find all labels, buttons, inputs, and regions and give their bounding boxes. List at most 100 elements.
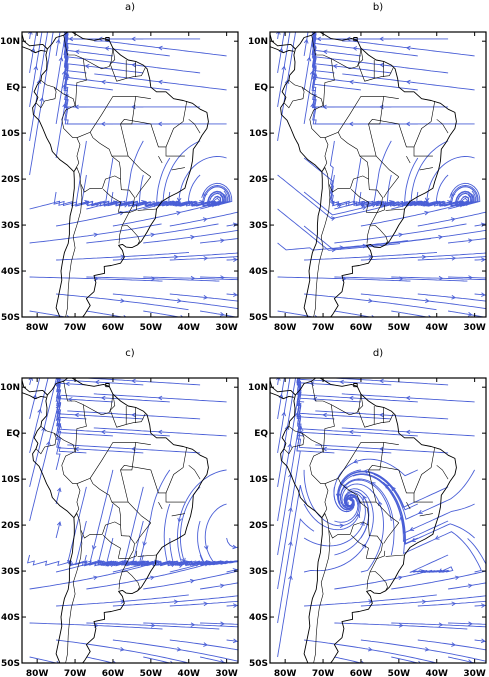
streamline — [143, 656, 172, 663]
country-border — [35, 80, 57, 109]
streamline — [56, 594, 189, 607]
streamline-arrow — [467, 312, 473, 317]
streamline — [86, 223, 219, 244]
country-border — [171, 513, 185, 517]
streamline-arrow — [170, 562, 176, 568]
country-border — [357, 394, 394, 428]
streamline — [163, 503, 238, 567]
panel-label-d: d) — [373, 348, 383, 359]
streamline — [93, 427, 227, 437]
country-border — [413, 146, 433, 157]
streamline-arrow — [310, 102, 315, 108]
country-border — [188, 119, 201, 134]
streamline — [277, 434, 301, 590]
streamline — [334, 656, 363, 663]
streamline — [29, 378, 57, 488]
country-border — [313, 183, 331, 317]
country-border — [385, 554, 405, 557]
streamline — [474, 639, 486, 642]
streamline — [178, 156, 227, 207]
streamline — [304, 251, 438, 261]
streamline — [391, 538, 486, 590]
streamline — [200, 656, 229, 663]
streamline-arrow — [391, 486, 396, 492]
country-border — [283, 426, 305, 455]
streamline-arrow — [157, 121, 163, 127]
streamline — [277, 32, 280, 39]
streamline-arrow — [355, 513, 361, 519]
streamline — [315, 410, 449, 420]
x-tick-label: 40W — [178, 669, 201, 677]
streamline — [334, 223, 467, 244]
streamline — [29, 378, 62, 522]
streamline — [56, 293, 189, 311]
country-border — [188, 465, 201, 480]
streamlines-d — [276, 378, 486, 663]
streamline-arrow — [189, 578, 195, 584]
y-tick-label: 20S — [249, 521, 268, 531]
country-border — [89, 96, 114, 133]
streamline-arrow — [119, 646, 125, 652]
streamline — [169, 211, 238, 227]
streamline — [312, 32, 361, 57]
streamline-arrow — [67, 397, 73, 402]
x-tick-label: 50W — [388, 669, 411, 677]
streamline — [123, 486, 178, 567]
streamline — [197, 520, 238, 565]
country-border — [112, 96, 151, 99]
streamline-arrow — [190, 275, 196, 281]
streamline-arrow — [379, 412, 384, 418]
streamline — [409, 554, 449, 573]
streamline-arrow — [353, 459, 359, 464]
x-tick-label: 80W — [26, 669, 49, 677]
streamline-arrow — [348, 395, 354, 401]
streamline-arrow — [61, 83, 67, 89]
y-tick-label: 40S — [249, 267, 268, 277]
streamline-arrow — [368, 298, 374, 304]
streamline — [474, 223, 486, 227]
streamline-arrow — [120, 298, 126, 304]
streamline-arrow — [418, 660, 422, 663]
streamline — [315, 444, 449, 454]
streamline — [353, 157, 429, 207]
streamline — [143, 310, 182, 317]
streamline-arrow — [322, 49, 328, 55]
x-tick-label: 80W — [274, 669, 297, 677]
streamline-arrow — [398, 623, 404, 628]
streamline — [74, 520, 148, 567]
streamline-arrow — [322, 446, 327, 452]
streamline-arrow — [41, 426, 46, 432]
streamline-arrow — [306, 56, 312, 62]
streamline-arrow — [56, 487, 62, 493]
y-tick-label: 10N — [0, 383, 20, 393]
y-tick-label: 20S — [249, 175, 268, 185]
streamline — [67, 410, 201, 420]
y-tick-label: 20S — [1, 521, 20, 531]
streamline — [200, 622, 238, 625]
streamline — [63, 32, 144, 74]
streamline-arrow — [131, 62, 137, 68]
streamline — [226, 259, 238, 261]
streamline-arrow — [141, 199, 147, 205]
y-tick-label: EQ — [254, 429, 268, 439]
streamline — [88, 469, 128, 567]
streamline-arrow — [56, 521, 62, 527]
country-border — [369, 550, 386, 573]
streamline — [303, 157, 394, 207]
map-panel-b: b) 80W 70W 60W 50W 40W 30W 10N EQ 10S 20S 30S 40S 50S — [248, 2, 487, 333]
streamline-arrow — [58, 56, 64, 62]
streamline-arrow — [100, 429, 106, 435]
country-border — [313, 529, 331, 663]
streamline — [226, 639, 238, 642]
streamline-arrow — [131, 378, 136, 384]
streamline-arrow — [467, 583, 473, 589]
streamline — [339, 478, 395, 556]
streamline-arrow — [342, 484, 348, 490]
streamline — [448, 582, 486, 590]
streamline — [105, 157, 181, 207]
y-tick-label: 20S — [1, 175, 20, 185]
streamline — [29, 310, 68, 317]
country-border — [165, 146, 185, 157]
streamline-arrow — [481, 257, 486, 262]
country-border — [65, 183, 83, 317]
